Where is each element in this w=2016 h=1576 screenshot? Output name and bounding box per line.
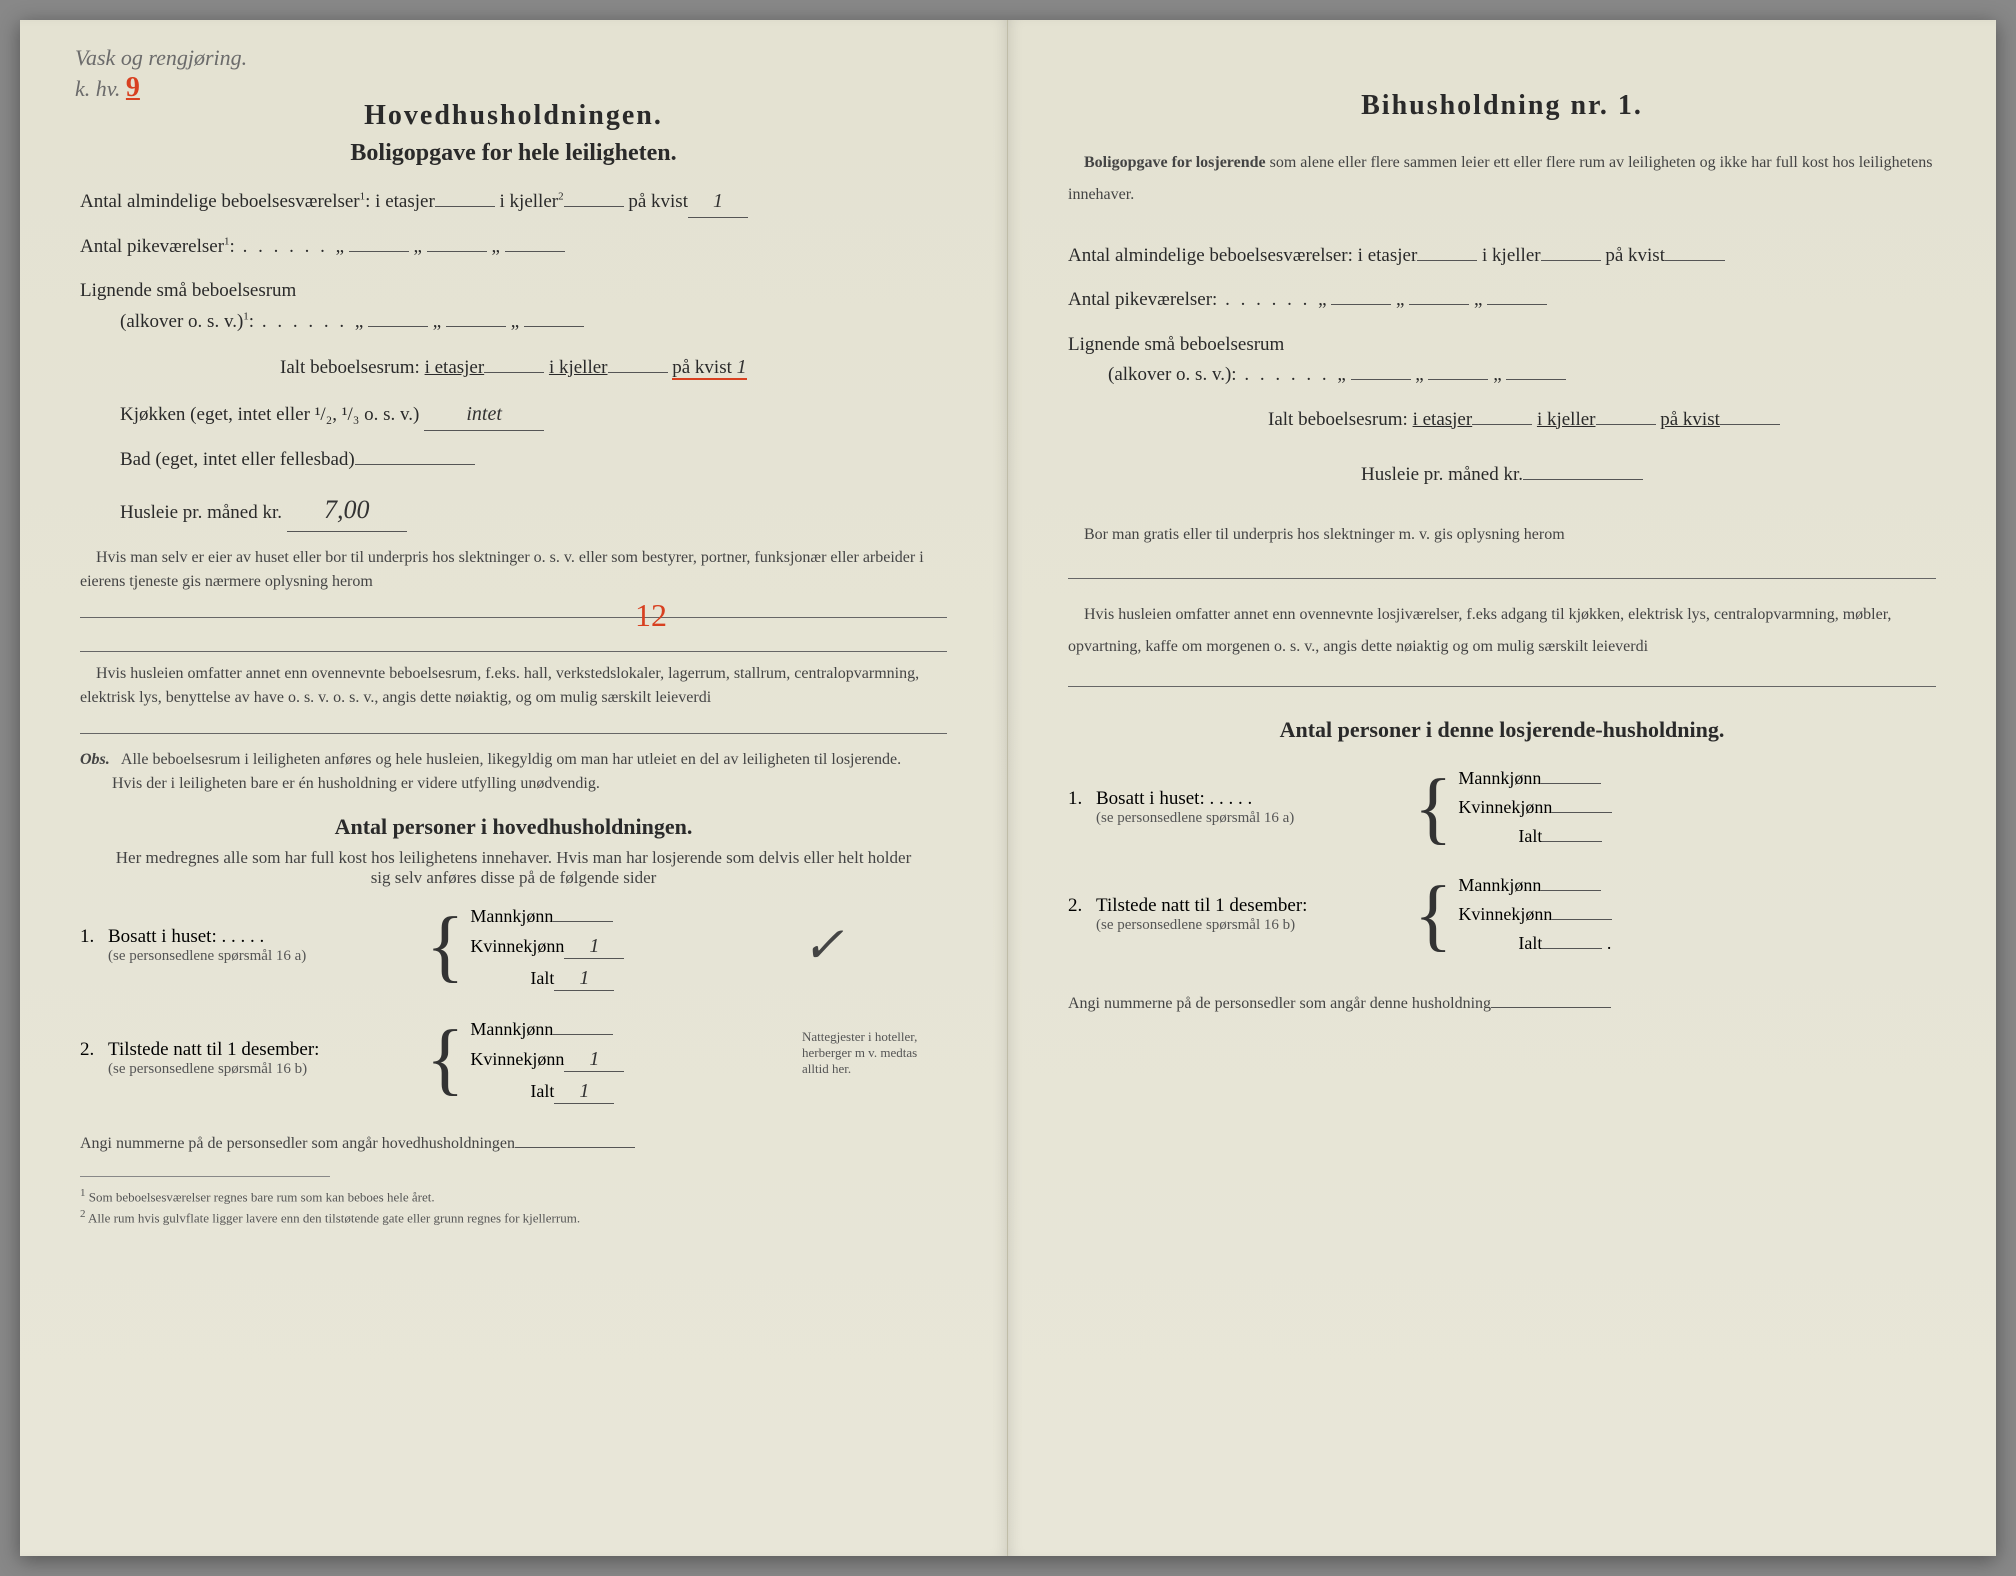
right-intro: Boligopgave for losjerende som alene ell… <box>1068 147 1936 211</box>
r-line-ialt: Ialt beboelsesrum: i etasjer i kjeller p… <box>1068 405 1936 435</box>
footnote-rule <box>80 1176 330 1177</box>
right-page: Bihusholdning nr. 1. Boligopgave for los… <box>1008 20 1996 1556</box>
footnote-2: 2 Alle rum hvis gulvflate ligger lavere … <box>80 1206 947 1228</box>
brace-icon: { <box>1408 768 1458 848</box>
note-husleie-extra: Hvis husleien omfatter annet enn ovennev… <box>80 662 947 734</box>
row-tilstede: 2.Tilstede natt til 1 desember: (se pers… <box>80 1019 947 1112</box>
brace-icon: { <box>1408 875 1458 955</box>
line-almindelige: Antal almindelige beboelsesværelser1: i … <box>80 185 947 218</box>
r-row-tilstede: 2.Tilstede natt til 1 desember: (se pers… <box>1068 875 1936 962</box>
r-angi-line: Angi nummerne på de personsedler som ang… <box>1068 992 1936 1016</box>
r-line-alm: Antal almindelige beboelsesværelser: i e… <box>1068 241 1936 271</box>
brace-icon: { <box>420 906 470 986</box>
row-bosatt: 1.Bosatt i huset: . . . . . (se personse… <box>80 906 947 999</box>
angi-line: Angi nummerne på de personsedler som ang… <box>80 1132 947 1156</box>
red-12: 12 <box>635 591 667 639</box>
r-section-title: Antal personer i denne losjerende-hushol… <box>1068 717 1936 743</box>
r-note2: Hvis husleien omfatter annet enn ovennev… <box>1068 599 1936 687</box>
line-ialt: Ialt beboelsesrum: i etasjer i kjeller p… <box>80 351 947 383</box>
subtitle: Boligopgave for hele leiligheten. <box>80 140 947 167</box>
section-persons-sub: Her medregnes alle som har full kost hos… <box>80 848 947 888</box>
val-kvist2: 1 <box>737 356 747 378</box>
checkmark-icon: ✓ <box>802 917 844 973</box>
line-bad: Bad (eget, intet eller fellesbad) <box>80 445 947 475</box>
right-title: Bihusholdning nr. 1. <box>1068 90 1936 122</box>
left-page: Vask og rengjøring. k. hv. 9 Hovedhushol… <box>20 20 1008 1556</box>
red-number: 9 <box>126 72 140 103</box>
line-kjokken: Kjøkken (eget, intet eller ¹/₂, ¹/₃ o. s… <box>80 398 947 431</box>
val-kvinne2: 1 <box>564 1048 624 1072</box>
r-line-lign: Lignende små beboelsesrum (alkover o. s.… <box>1068 330 1936 391</box>
r-note-gratis: Bor man gratis eller til underpris hos s… <box>1068 515 1936 579</box>
val-kvinne1: 1 <box>564 935 624 959</box>
footnote-1: 1 Som beboelsesværelser regnes bare rum … <box>80 1185 947 1207</box>
line-pike: Antal pikeværelser1: „ „ „ <box>80 232 947 262</box>
obs-block: Obs. Alle beboelsesrum i leiligheten anf… <box>80 748 947 796</box>
brace-icon: { <box>420 1019 470 1099</box>
subtitle-rest: for hele leiligheten. <box>476 140 677 166</box>
line-lignende: Lignende små beboelsesrum (alkover o. s.… <box>80 276 947 337</box>
val-ialt1: 1 <box>554 967 614 991</box>
section-persons-title: Antal personer i hovedhusholdningen. <box>80 814 947 840</box>
document-spread: Vask og rengjøring. k. hv. 9 Hovedhushol… <box>20 20 1996 1556</box>
val-kjokken: intet <box>424 398 544 431</box>
note-owner: Hvis man selv er eier av huset eller bor… <box>80 546 947 652</box>
line-husleie: Husleie pr. måned kr. 7,00 <box>80 489 947 532</box>
val-kvist1: 1 <box>688 185 748 218</box>
handwritten-annotation: Vask og rengjøring. k. hv. 9 <box>75 45 247 105</box>
r-line-pike: Antal pikeværelser: „ „ „ <box>1068 285 1936 315</box>
nattegjester-note: Nattegjester i hoteller, herberger m v. … <box>787 1019 947 1077</box>
val-husleie: 7,00 <box>287 489 407 532</box>
subtitle-bold: Boligopgave <box>350 140 475 166</box>
handwriting-line1: Vask og rengjøring. <box>75 45 247 70</box>
r-row-bosatt: 1.Bosatt i huset: . . . . . (se personse… <box>1068 768 1936 855</box>
handwriting-line2: k. hv. <box>75 76 120 101</box>
val-ialt2: 1 <box>554 1080 614 1104</box>
r-line-husleie: Husleie pr. måned kr. <box>1068 460 1936 490</box>
